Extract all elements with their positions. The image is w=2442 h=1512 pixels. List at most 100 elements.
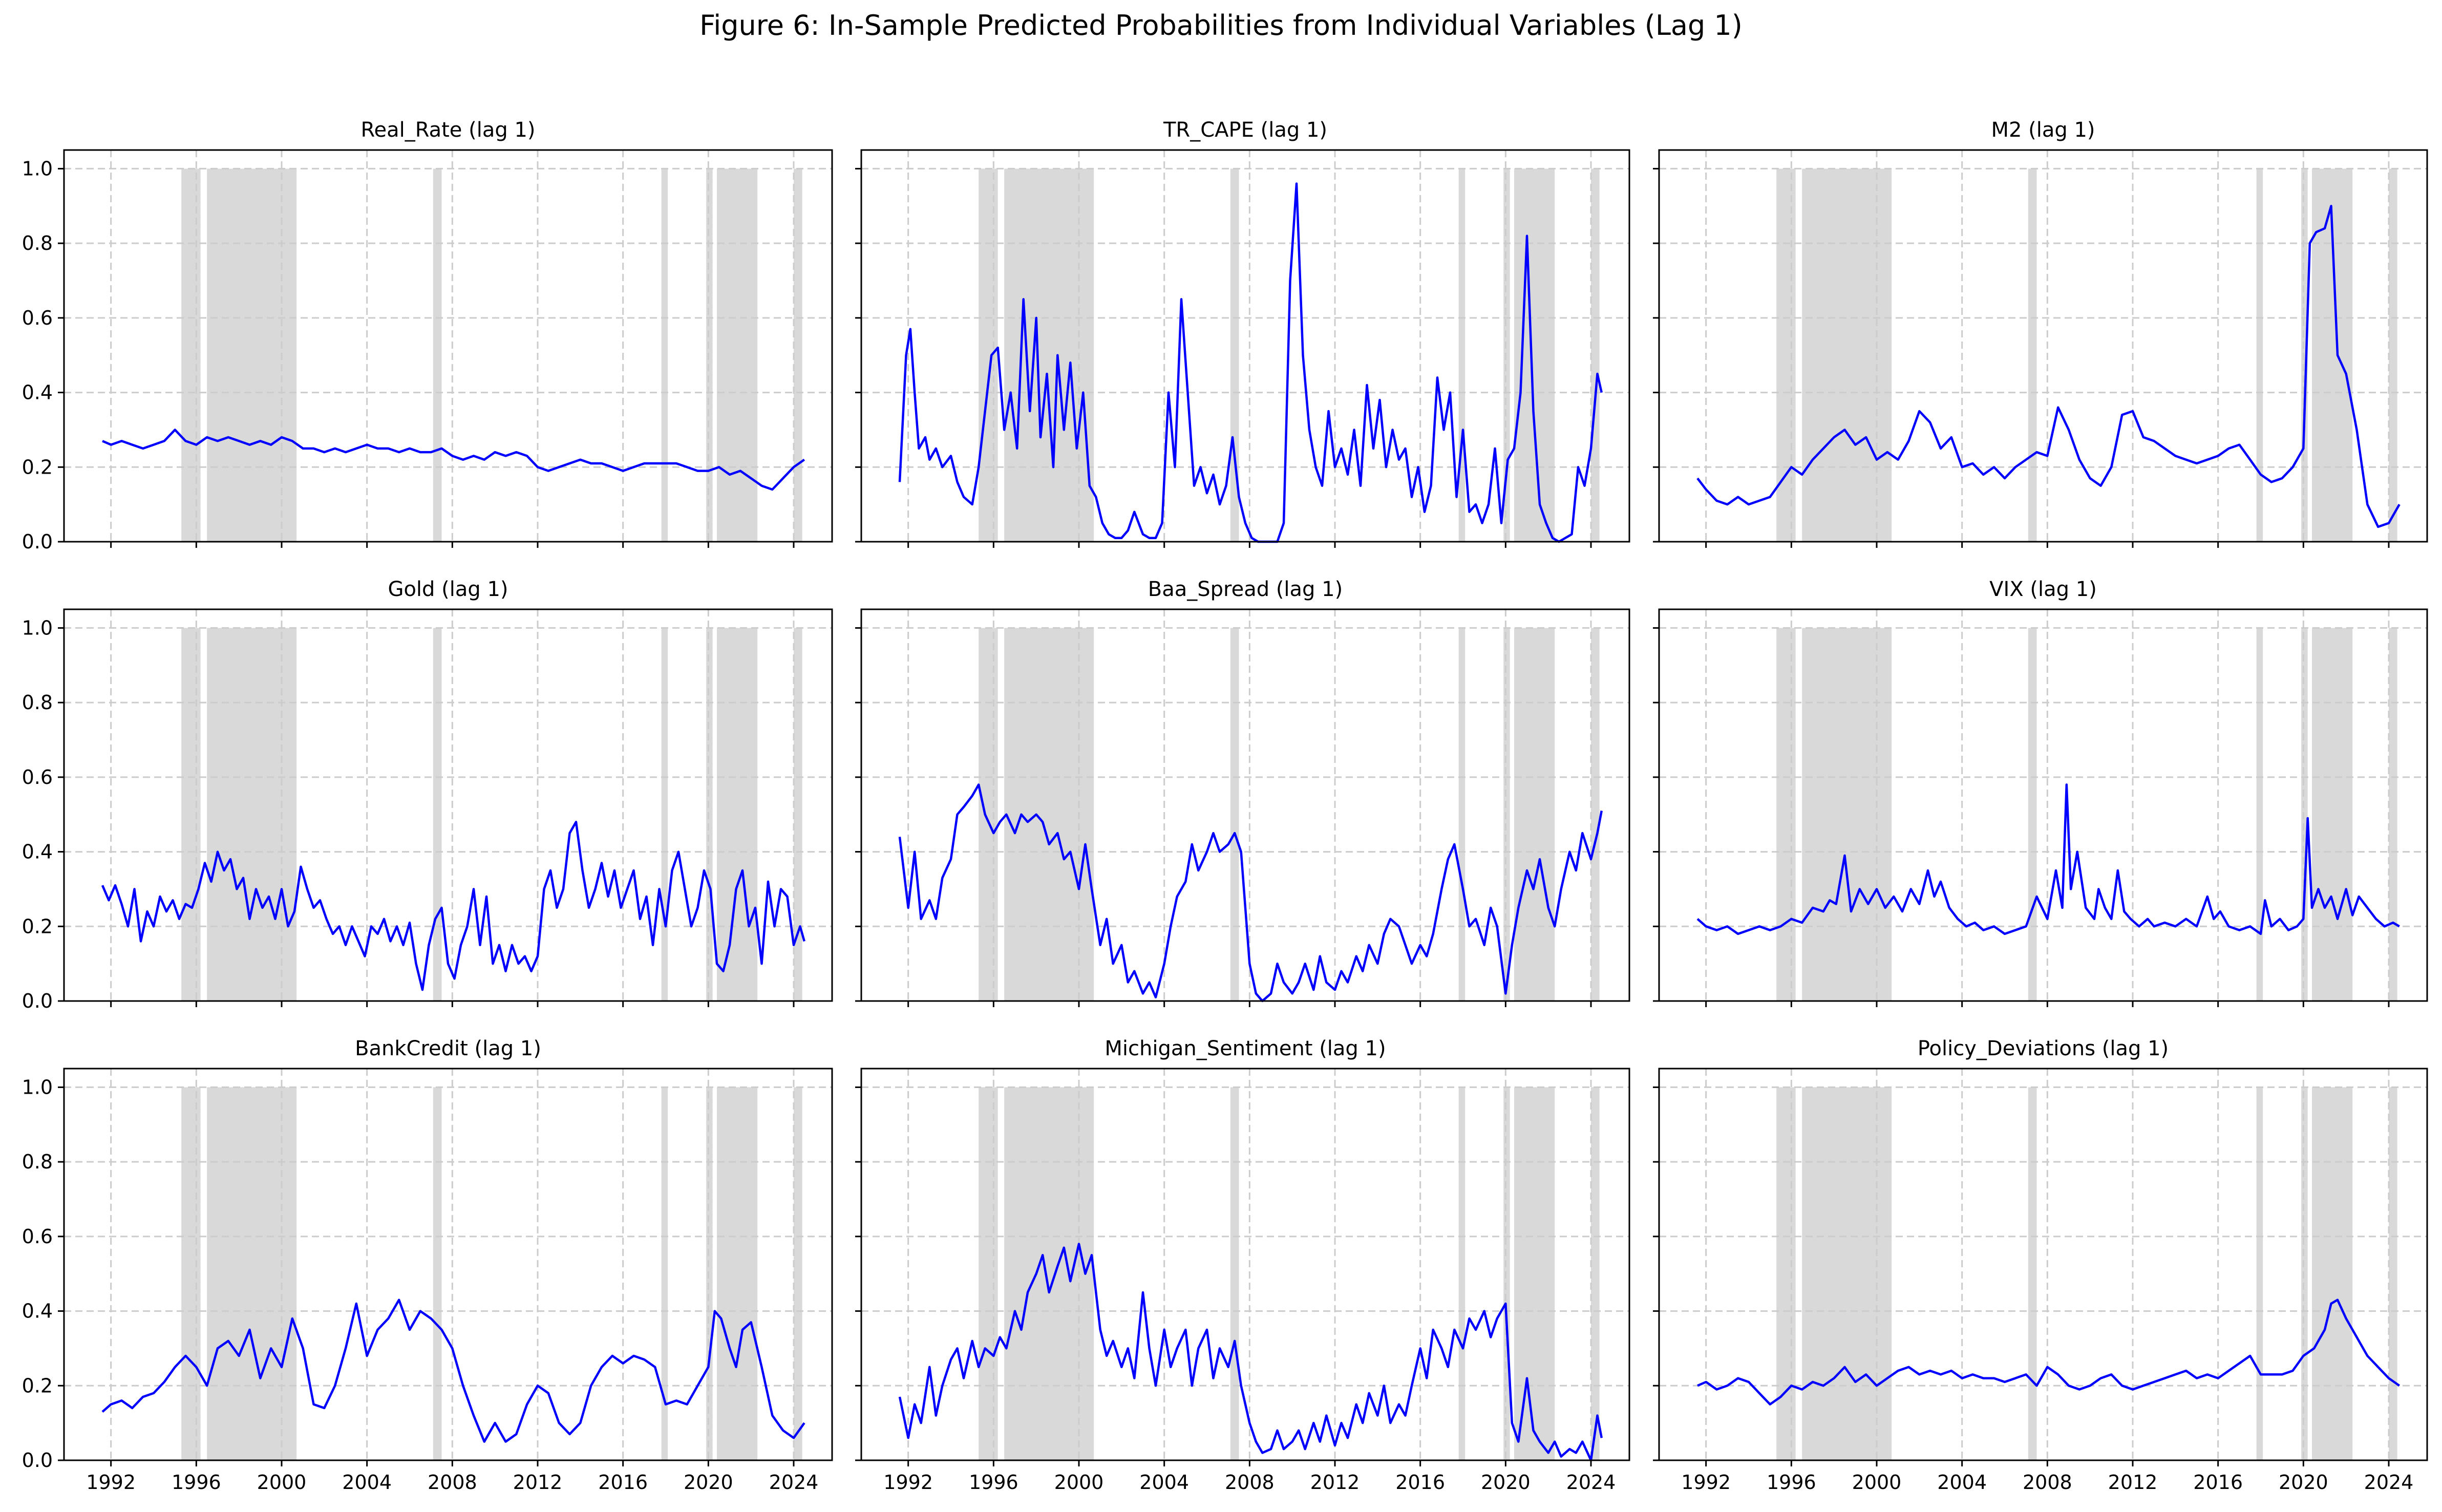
x-tick-label: 2024: [2364, 1471, 2414, 1494]
shaded-period: [2312, 1087, 2353, 1460]
shaded-period: [1458, 1087, 1466, 1460]
series-line: [898, 182, 1603, 543]
subplot-5: Baa_Spread (lag 1): [855, 578, 1630, 1007]
series-line: [898, 1243, 1603, 1462]
subplot-9: 1992 1996 2000 2004 2008 2012 2016 2020 2024 Poli…: [1653, 1037, 2428, 1494]
x-tick-label: 2020: [684, 1471, 733, 1494]
x-tick-label: 1996: [969, 1471, 1018, 1494]
series-line: [898, 783, 1603, 1003]
axes-frame: [860, 149, 1630, 543]
subplot-7: 1992 1996 2000 2004 2008 2012 2016 2020 2024 0.0 0…: [22, 1037, 833, 1494]
subplot-title: BankCredit (lag 1): [355, 1037, 541, 1060]
shaded-period: [979, 1087, 998, 1460]
shaded-period: [706, 168, 713, 542]
shaded-period: [2028, 168, 2037, 542]
shaded-period: [2256, 168, 2263, 542]
x-tick-label: 2000: [1054, 1471, 1104, 1494]
shaded-period: [433, 168, 442, 542]
x-tick-label: 2000: [257, 1471, 307, 1494]
series-line: [101, 821, 805, 991]
x-tick-label: 2016: [1395, 1471, 1445, 1494]
shaded-period: [706, 628, 713, 1001]
subplot-title: Michigan_Sentiment (lag 1): [1105, 1037, 1386, 1060]
subplot-3: M2 (lag 1): [1653, 118, 2428, 548]
shaded-period: [706, 1087, 713, 1460]
shaded-period: [1776, 628, 1796, 1001]
series-line: [101, 1298, 805, 1443]
x-tick-label: 2004: [1937, 1471, 1987, 1494]
axes-frame: [860, 1068, 1630, 1461]
shaded-period: [433, 1087, 442, 1460]
shaded-period: [2389, 628, 2397, 1001]
shaded-period: [1591, 628, 1600, 1001]
shaded-period: [1004, 168, 1094, 542]
y-tick-label: 0.6: [22, 766, 53, 789]
subplot-title: Baa_Spread (lag 1): [1148, 578, 1343, 601]
axes-frame: [63, 1068, 833, 1461]
subplot-title: VIX (lag 1): [1989, 578, 2097, 601]
shaded-period: [181, 628, 201, 1001]
y-tick-label: 1.0: [22, 157, 53, 180]
axes-frame: [63, 149, 833, 543]
y-tick-label: 0.4: [22, 1300, 53, 1323]
shaded-period: [1514, 628, 1555, 1001]
shaded-period: [1458, 168, 1466, 542]
subplot-title: M2 (lag 1): [1991, 118, 2095, 142]
y-tick-label: 0.0: [22, 530, 53, 553]
shaded-period: [1514, 1087, 1555, 1460]
series-line: [102, 429, 805, 491]
y-tick-label: 0.8: [22, 691, 53, 714]
x-tick-label: 2004: [342, 1471, 392, 1494]
shaded-period: [1802, 628, 1892, 1001]
y-tick-label: 0.6: [22, 1225, 53, 1248]
x-tick-label: 1996: [1767, 1471, 1816, 1494]
shaded-period: [661, 628, 668, 1001]
shaded-period: [1514, 168, 1555, 542]
shaded-period: [794, 168, 802, 542]
subplot-4: 0.0 0.2 0.4 0.6 0.8 1.0 Gold (lag 1): [22, 578, 833, 1012]
shaded-period: [717, 628, 758, 1001]
shaded-period: [717, 1087, 758, 1460]
y-tick-label: 0.2: [22, 1374, 53, 1397]
shaded-period: [1776, 1087, 1796, 1460]
shaded-period: [1776, 168, 1796, 542]
y-tick-label: 0.0: [22, 1449, 53, 1472]
shaded-period: [661, 1087, 668, 1460]
y-tick-label: 0.8: [22, 1151, 53, 1173]
shaded-period: [1503, 628, 1510, 1001]
y-tick-label: 0.2: [22, 915, 53, 938]
shaded-period: [979, 168, 998, 542]
series-line: [1697, 1298, 2401, 1405]
shaded-period: [181, 168, 201, 542]
subplot-title: Real_Rate (lag 1): [360, 118, 535, 142]
shaded-period: [1230, 628, 1239, 1001]
subplot-6: VIX (lag 1): [1653, 578, 2428, 1007]
x-tick-label: 1992: [883, 1471, 933, 1494]
shaded-period: [207, 628, 297, 1001]
y-tick-label: 0.4: [22, 841, 53, 863]
shaded-period: [661, 168, 668, 542]
shaded-period: [2389, 1087, 2397, 1460]
subplot-2: TR_CAPE (lag 1): [855, 118, 1630, 548]
shaded-period: [2256, 628, 2263, 1001]
shaded-period: [2312, 628, 2353, 1001]
subplot-title: Gold (lag 1): [388, 578, 508, 601]
shaded-period: [2028, 628, 2037, 1001]
x-tick-label: 2020: [1481, 1471, 1531, 1494]
shaded-period: [2301, 1087, 2308, 1460]
shaded-period: [433, 628, 442, 1001]
y-tick-label: 1.0: [22, 616, 53, 639]
shaded-period: [181, 1087, 201, 1460]
shaded-period: [207, 168, 297, 542]
shaded-period: [2389, 168, 2397, 542]
x-tick-label: 2008: [2023, 1471, 2072, 1494]
y-tick-label: 0.2: [22, 456, 53, 478]
x-tick-label: 2024: [769, 1471, 819, 1494]
x-tick-label: 2008: [1225, 1471, 1275, 1494]
shaded-period: [1458, 628, 1466, 1001]
y-tick-label: 0.0: [22, 990, 53, 1012]
y-tick-label: 0.8: [22, 232, 53, 254]
subplot-8: 1992 1996 2000 2004 2008 2012 2016 2020 2024 Mich…: [855, 1037, 1630, 1494]
subplot-1: 0.0 0.2 0.4 0.6 0.8 1.0 Real_Rate (lag 1): [22, 118, 833, 553]
